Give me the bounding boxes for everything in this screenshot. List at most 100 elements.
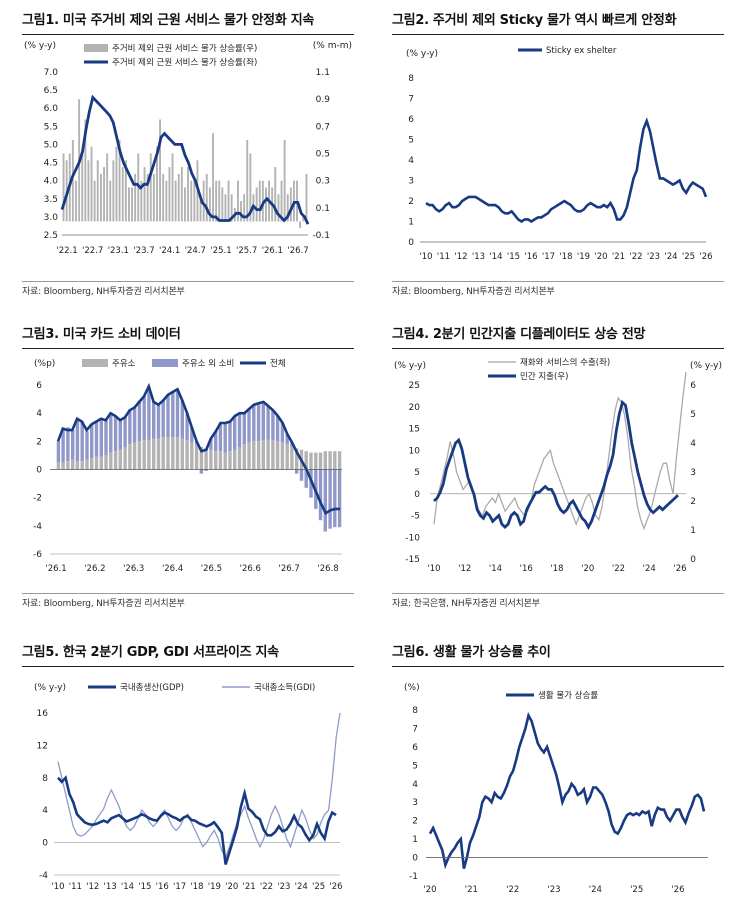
bar-other [218, 423, 223, 452]
chart-title: 그림2. 주거비 제외 Sticky 물가 역시 빠르게 안정화 [392, 13, 677, 28]
bar-gas [209, 449, 213, 470]
bar [124, 160, 127, 222]
x-tick-label: '17 [173, 882, 186, 892]
bar [299, 221, 302, 229]
bar-gas [75, 461, 80, 470]
bar-gas [113, 451, 118, 470]
y-tick-label: 7 [412, 724, 418, 734]
x-tick-label: '26 [673, 564, 686, 574]
bar [112, 160, 115, 222]
chart-1-svg: (% y-y) (% m-m) 주거비 제외 근원 서비스 물가 상승률(우) 주거비… [24, 41, 352, 256]
y-axis-label: (% y-y) [394, 361, 426, 371]
bar-other [242, 413, 246, 445]
y-tick-label: -1 [409, 872, 418, 882]
y-tick-label: 5.5 [44, 122, 58, 132]
y-tick-label: 0.1 [316, 204, 330, 214]
legend-label: 주거비 제외 근원 서비스 물가 상승률(우) [112, 43, 257, 54]
bar [221, 187, 224, 222]
bar-other [185, 413, 189, 440]
y-tick-label: 3 [412, 798, 418, 808]
bar-other [309, 469, 313, 498]
bar-other [280, 423, 285, 443]
bar-other [223, 423, 227, 453]
x-tick-label: '14 [121, 882, 134, 892]
y-axis-label: (% y-y) [24, 41, 56, 51]
x-tick-label: '12 [454, 252, 467, 262]
bar [202, 180, 205, 222]
y-tick-label: 0.5 [316, 150, 330, 160]
bar-other [90, 424, 94, 459]
y-axis-label: (%) [404, 683, 420, 693]
bar [93, 180, 96, 222]
y-tick-label: 5 [412, 761, 418, 771]
bar [140, 180, 143, 222]
y-tick-label: -4 [39, 871, 48, 881]
chart-title: 그림1. 미국 주거비 제외 근원 서비스 물가 안정화 지속 [22, 13, 315, 28]
x-tick-label: '20 [594, 252, 607, 262]
y-tick-label: 25 [409, 381, 420, 391]
bar-gas [328, 451, 332, 470]
chart-4-svg: (% y-y) (% y-y)재화와 서비스의 수출(좌)민간 지출(우)2520… [394, 357, 722, 574]
bar-gas [66, 461, 70, 470]
bar-gas [161, 437, 165, 470]
source-note: 자료: Bloomberg, NH투자증권 리서치본부 [22, 287, 185, 297]
bar [208, 187, 211, 222]
y-tick-label: 6 [412, 743, 418, 753]
bar-gas [190, 442, 194, 470]
bar [289, 187, 292, 222]
bar [165, 180, 168, 222]
bar-other [80, 421, 84, 461]
series-line-gdp [57, 775, 337, 865]
bar-gas [199, 447, 204, 470]
x-tick-label: '15 [138, 882, 151, 892]
bar-other [175, 389, 180, 438]
bar [134, 173, 137, 222]
bar-other [66, 427, 70, 462]
bar-other [171, 392, 175, 438]
x-tick-label: '18 [559, 252, 572, 262]
x-tick-label: '25.1 [210, 246, 231, 256]
bar-other [161, 400, 165, 438]
series-line [60, 94, 310, 225]
x-tick-label: '15 [507, 252, 520, 262]
y-tick-label: 0 [690, 555, 696, 565]
y-tick-label: 0.3 [316, 177, 330, 187]
x-tick-label: '24 [664, 252, 677, 262]
bar [274, 167, 277, 222]
bar [302, 214, 305, 222]
bar [162, 173, 165, 222]
bar [190, 180, 193, 222]
legend-label: 국내총소득(GDI) [254, 683, 315, 693]
y-tick-label: 2 [36, 437, 42, 447]
y-tick-label: 0.7 [316, 122, 330, 132]
bar [286, 194, 289, 222]
y-tick-label: 4 [408, 156, 414, 166]
y-tick-label: 4 [690, 439, 696, 449]
y-tick-label: 2.5 [44, 231, 58, 241]
bar-other [56, 441, 61, 463]
chart-2-svg: (% y-y) Sticky ex shelter 8 7 6 5 4 3 2 1 0 '10 '11 '… [406, 46, 713, 262]
bar [199, 194, 202, 222]
bar-other [142, 396, 146, 440]
panel-5: 그림5. 한국 2분기 GDP, GDI 서프라이즈 지속 (% y-y) 국내총… [22, 640, 354, 910]
bar [261, 180, 264, 222]
bar-other [137, 400, 142, 442]
bar [230, 194, 233, 222]
panel-4: 그림4. 2분기 민간지출 디플레이터도 상승 전망 (% y-y) (% y-y… [392, 322, 724, 612]
bar-gas [132, 442, 137, 470]
x-tick-label: '26.2 [84, 564, 105, 574]
y-tick-label: 6.5 [44, 86, 58, 96]
legend-label: 재화와 서비스의 수출(좌) [520, 357, 610, 368]
y-tick-label: 3.0 [44, 213, 59, 223]
x-tick-label: '20 [423, 885, 436, 895]
bar-gas [180, 438, 184, 470]
x-tick-label: '25.7 [236, 246, 257, 256]
x-tick-label: '25 [312, 882, 325, 892]
bar-other [256, 403, 261, 442]
bar [128, 187, 130, 222]
y-tick-label: 1.1 [316, 68, 330, 78]
bar-other [209, 438, 213, 450]
panel-3: 그림3. 미국 카드 소비 데이터 (%p) 주유소 주유소 외 소비 전체 6 4 2 0 -… [22, 322, 354, 612]
chart-3-svg: (%p) 주유소 주유소 외 소비 전체 6 4 2 0 -2 -4 -6'26.1 '26.2 '26… [33, 358, 342, 574]
bar-other [214, 431, 218, 452]
